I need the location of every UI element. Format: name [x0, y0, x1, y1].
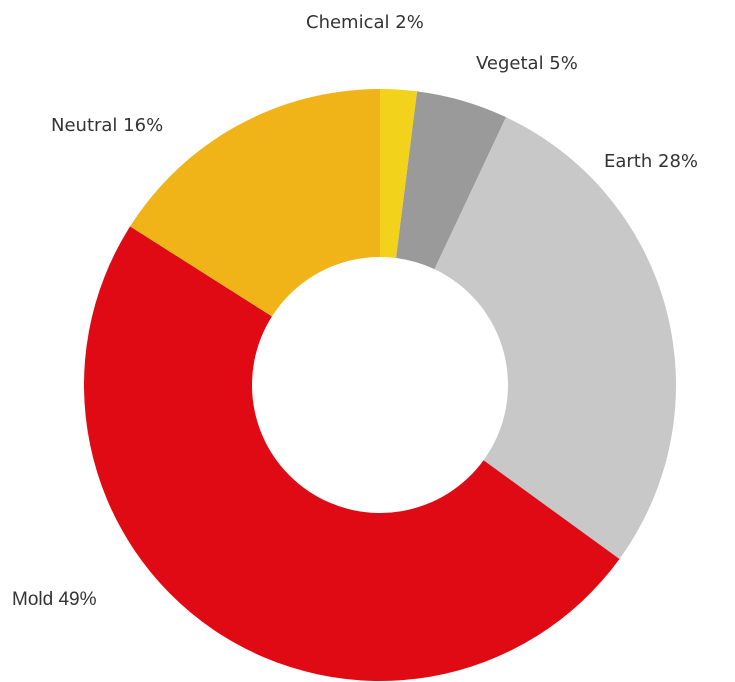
label-earth: Earth 28%: [604, 151, 698, 172]
donut-slices: [83, 88, 676, 682]
slice-earth: [434, 117, 676, 559]
slice-mold: [83, 226, 620, 682]
slice-vegetal: [396, 91, 507, 270]
label-mold: Mold 49%: [12, 589, 97, 610]
slice-chemical: [380, 89, 418, 259]
slice-neutral: [130, 88, 380, 317]
label-vegetal: Vegetal 5%: [476, 53, 578, 74]
label-chemical: Chemical 2%: [306, 12, 424, 33]
label-neutral: Neutral 16%: [51, 115, 163, 136]
